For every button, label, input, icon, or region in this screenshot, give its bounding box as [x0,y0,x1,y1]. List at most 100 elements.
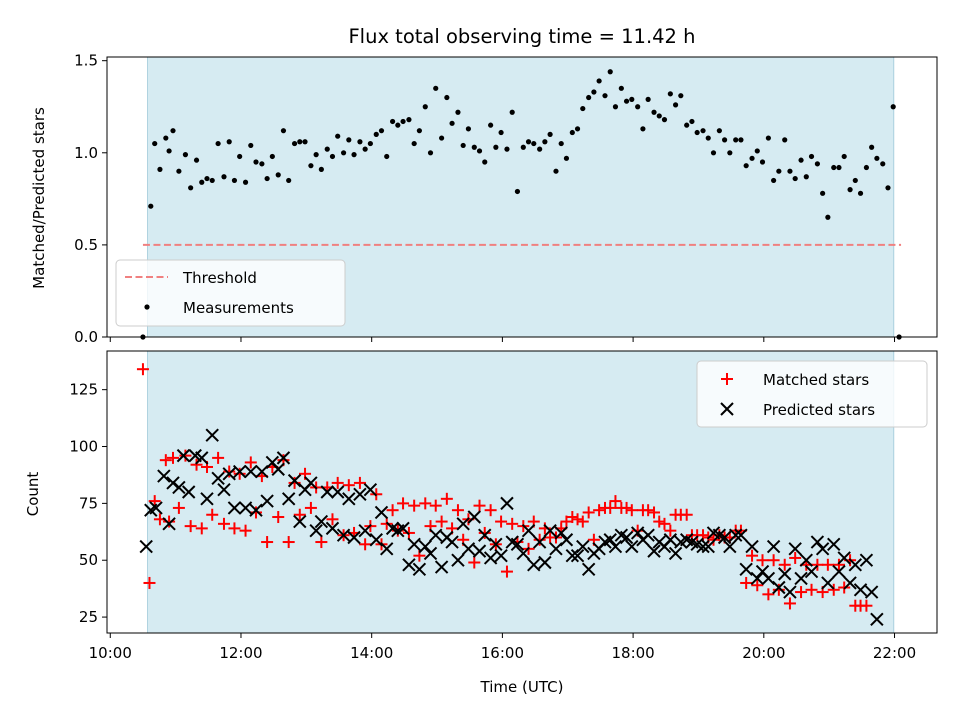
predicted-stars-point [739,562,753,577]
predicted-stars-point [832,564,846,579]
matched-stars-point [440,492,453,505]
matched-stars-point [233,467,246,480]
matched-stars-point [159,454,172,467]
count-legend: Matched stars Predicted stars [696,360,928,428]
matched-stars-point [419,497,432,510]
matched-stars-point [821,558,834,571]
x-tick-label: 14:00 [350,644,393,662]
predicted-stars-point [232,464,247,479]
count-legend-box [696,360,928,428]
predicted-stars-point [630,526,645,540]
predicted-stars-point [668,546,683,561]
matched-stars-point [386,504,399,517]
ratio-legend-box [115,259,346,327]
measurement-point [716,128,722,134]
predicted-stars-point [325,521,340,536]
predicted-stars-point [149,501,163,515]
predicted-stars-point [358,523,372,538]
predicted-stars-point [162,517,176,531]
matched-stars-point [217,517,230,530]
measurement-point [531,140,537,147]
y-tick-label: 0.0 [74,328,98,346]
measurement-point [847,187,853,193]
predicted-stars-point [837,551,851,565]
measurement-point [215,140,221,147]
predicted-stars-point [281,492,296,506]
y-tick-label: 50 [79,551,98,569]
matched-stars-point [359,538,372,551]
measurement-point [302,139,308,145]
measurement-point [324,146,330,152]
predicted-stars-point [570,548,585,563]
measurement-point [618,85,624,91]
measurement-point [798,157,804,163]
measurement-point [346,137,352,143]
predicted-stars-point [260,494,274,508]
measurement-point [547,131,553,137]
measurement-point [460,142,466,149]
measurement-point [710,150,717,156]
x-tick-label: 16:00 [481,644,524,662]
predicted-stars-point [723,539,737,554]
predicted-stars-point [353,487,367,501]
measurement-point [329,153,336,160]
predicted-stars-point [472,544,487,558]
matched-stars-point [478,526,491,539]
matched-stars-point [756,554,769,567]
measurement-point [152,140,158,147]
measurement-point [738,137,744,143]
matched-stars-point [429,499,442,512]
measurement-point [689,118,695,125]
predicted-stars-point [696,539,710,554]
measurement-point [733,137,739,143]
measurement-point [188,185,194,191]
measurement-point [422,104,428,110]
measurement-point [705,135,711,141]
predicted-stars-point [717,530,732,545]
measurement-point [433,85,439,91]
measurements-series [140,69,902,340]
matched-stars-point [261,536,274,549]
measurement-point [439,135,445,141]
matched-stars-point [282,536,295,549]
predicted-stars-point [429,528,443,542]
predicted-stars-point [195,451,209,465]
matched-stars-point [625,504,638,517]
predicted-stars-point [172,480,186,495]
measurement-point [667,91,673,97]
measurement-point [684,122,690,128]
measurement-point [335,133,341,139]
matched-stars-point [783,597,796,610]
predicted-stars-point [538,555,552,570]
ratio-y-axis-label: Matched/Predicted stars [30,107,48,289]
matched-stars-point [353,476,366,489]
matched-stars-point [642,504,655,517]
predicted-stars-point [521,523,536,538]
matched-stars-point [331,476,344,489]
predicted-stars-point [200,492,214,506]
measurement-point [482,159,488,165]
predicted-stars-point [467,510,481,524]
predicted-stars-point [309,523,323,538]
ratio-x-axis [109,337,896,342]
predicted-stars-point [608,539,623,554]
measurement-point [269,153,275,160]
predicted-stars-legend-swatch [720,402,734,416]
matched-stars-point [272,511,285,524]
y-tick-label: 1.5 [74,52,98,70]
y-tick-label: 0.5 [74,236,98,254]
measurement-point [629,96,635,102]
predicted-stars-point [745,539,759,554]
predicted-stars-point [527,558,541,572]
count-x-axis: 10:00 12:00 14:00 16:00 18:00 20:00 22:00 [89,633,916,662]
measurement-point [885,185,891,191]
predicted-stars-point [810,535,825,549]
matched-stars-point [250,506,263,519]
matched-stars-point [172,501,185,514]
measurement-point [672,102,679,108]
measurement-point [820,190,826,196]
predicted-stars-point [320,485,334,499]
ratio-panel: 0.0 0.5 1.0 1.5 Matched/Predicted stars Thr… [30,52,938,346]
matched-stars-point [244,456,257,469]
measurement-point [749,155,755,161]
